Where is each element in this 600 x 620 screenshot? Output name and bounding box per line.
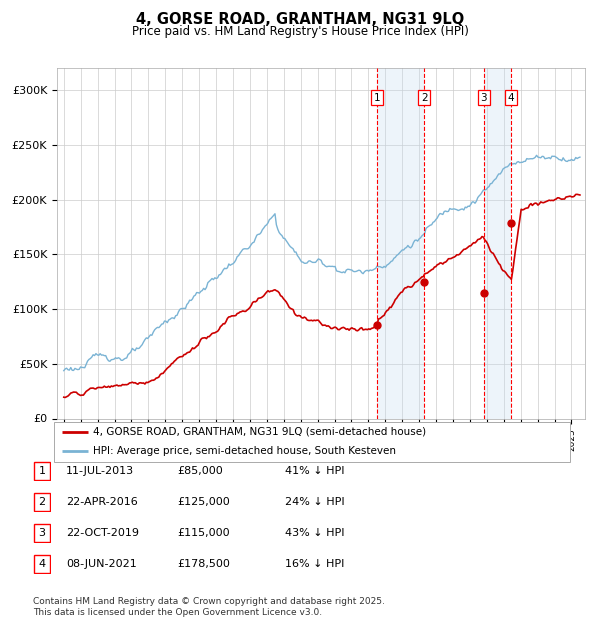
FancyBboxPatch shape	[54, 422, 570, 462]
Text: 4, GORSE ROAD, GRANTHAM, NG31 9LQ (semi-detached house): 4, GORSE ROAD, GRANTHAM, NG31 9LQ (semi-…	[92, 427, 426, 436]
Text: 1: 1	[374, 93, 380, 103]
Text: £115,000: £115,000	[177, 528, 230, 538]
Bar	[484, 68, 511, 418]
Text: 22-OCT-2019: 22-OCT-2019	[66, 528, 139, 538]
FancyBboxPatch shape	[34, 555, 50, 574]
Text: Price paid vs. HM Land Registry's House Price Index (HPI): Price paid vs. HM Land Registry's House …	[131, 25, 469, 38]
FancyBboxPatch shape	[34, 524, 50, 542]
Text: 11-JUL-2013: 11-JUL-2013	[66, 466, 134, 476]
FancyBboxPatch shape	[34, 493, 50, 512]
Text: 2: 2	[38, 497, 46, 507]
Text: Contains HM Land Registry data © Crown copyright and database right 2025.
This d: Contains HM Land Registry data © Crown c…	[33, 598, 385, 617]
Text: £125,000: £125,000	[177, 497, 230, 507]
Text: £85,000: £85,000	[177, 466, 223, 476]
Text: 08-JUN-2021: 08-JUN-2021	[66, 559, 137, 569]
Text: 1: 1	[38, 466, 46, 476]
FancyBboxPatch shape	[34, 462, 50, 480]
Text: 4: 4	[508, 93, 515, 103]
Text: 16% ↓ HPI: 16% ↓ HPI	[285, 559, 344, 569]
Text: 4: 4	[38, 559, 46, 569]
Text: 3: 3	[481, 93, 487, 103]
Text: 24% ↓ HPI: 24% ↓ HPI	[285, 497, 344, 507]
Text: £178,500: £178,500	[177, 559, 230, 569]
Text: 4, GORSE ROAD, GRANTHAM, NG31 9LQ: 4, GORSE ROAD, GRANTHAM, NG31 9LQ	[136, 12, 464, 27]
Text: 2: 2	[421, 93, 428, 103]
Text: 22-APR-2016: 22-APR-2016	[66, 497, 138, 507]
Text: 43% ↓ HPI: 43% ↓ HPI	[285, 528, 344, 538]
Text: HPI: Average price, semi-detached house, South Kesteven: HPI: Average price, semi-detached house,…	[92, 446, 396, 456]
Text: 3: 3	[38, 528, 46, 538]
Bar	[377, 68, 424, 418]
Text: 41% ↓ HPI: 41% ↓ HPI	[285, 466, 344, 476]
